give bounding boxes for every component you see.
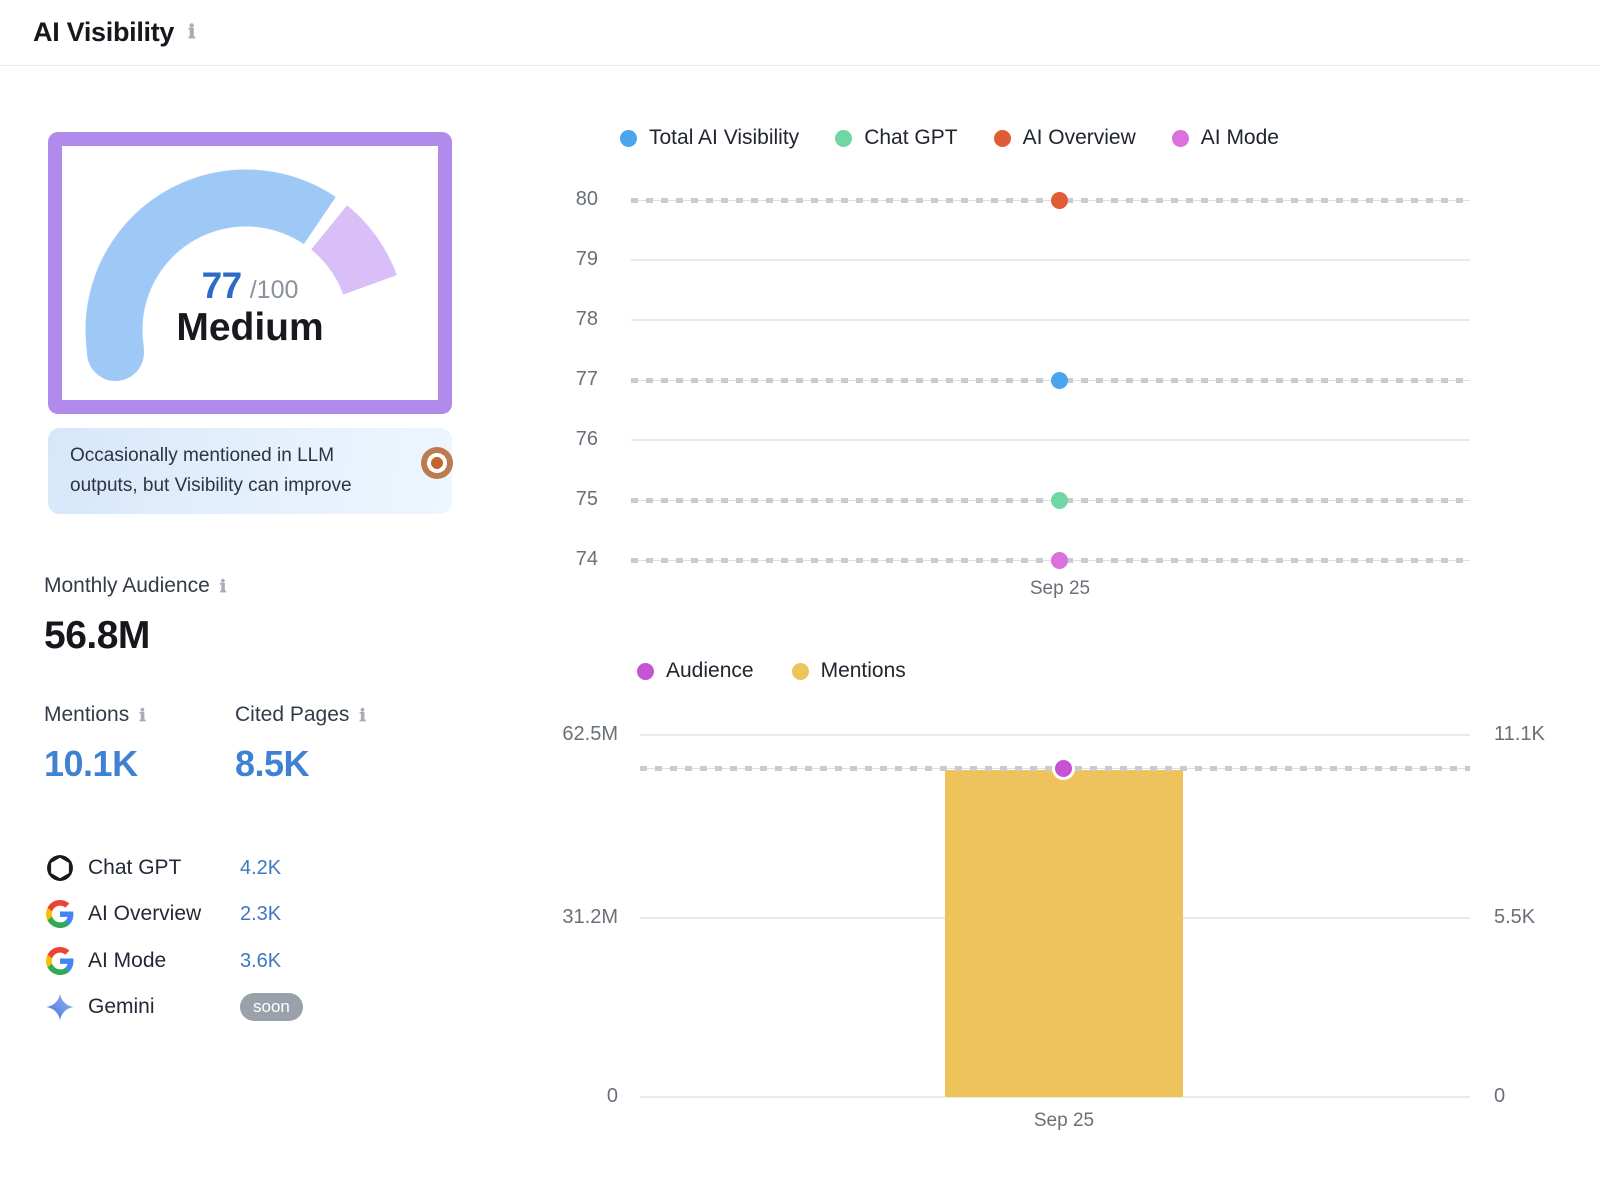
legend-item-ai-overview[interactable]: AI Overview [993, 126, 1136, 150]
right-tick-11-1k: 11.1K [1494, 723, 1545, 745]
legend-label: Audience [666, 659, 754, 682]
right-tick-5-5k: 5.5K [1494, 906, 1536, 928]
legend-item-audience[interactable]: Audience [637, 659, 754, 683]
monthly-audience-label-text: Monthly Audience [44, 574, 210, 597]
x-tick-sep25: Sep 25 [1033, 1110, 1095, 1131]
mentions-bar-sep25[interactable] [945, 770, 1183, 1097]
y-tick-77: 77 [575, 368, 598, 390]
mentions-label-text: Mentions [44, 703, 130, 726]
legend-item-total-ai-visibility[interactable]: Total AI Visibility [620, 126, 799, 150]
mentions-label: Mentions ℹ [44, 703, 146, 727]
cited-pages-label-text: Cited Pages [235, 703, 350, 726]
source-row-chatgpt[interactable]: Chat GPT 4.2K [45, 851, 325, 885]
y-tick-79: 79 [575, 248, 598, 270]
gridline-top [640, 734, 1470, 736]
mentions-value[interactable]: 10.1K [44, 743, 138, 784]
right-tick-0: 0 [1494, 1085, 1506, 1107]
legend-label: Total AI Visibility [649, 126, 800, 149]
source-value[interactable]: 3.6K [240, 949, 282, 972]
monthly-audience-label: Monthly Audience ℹ [44, 574, 226, 598]
soon-badge: soon [240, 993, 303, 1021]
source-row-gemini: Gemini soon [45, 990, 325, 1024]
cited-pages-value[interactable]: 8.5K [235, 743, 310, 784]
gridline-dashed-74 [631, 558, 1470, 563]
left-tick-62-5m: 62.5M [562, 723, 618, 745]
visibility-note: Occasionally mentioned in LLM outputs, b… [48, 428, 453, 514]
y-tick-78: 78 [575, 308, 598, 330]
legend-dot [637, 662, 654, 680]
monthly-audience-value: 56.8M [44, 614, 150, 657]
source-name: Gemini [88, 995, 155, 1018]
x-tick-sep25: Sep 25 [1029, 578, 1091, 599]
google-icon [45, 899, 75, 929]
gridline-dashed-77 [631, 378, 1470, 383]
legend-item-chat-gpt[interactable]: Chat GPT [835, 126, 958, 150]
legend-dot [620, 129, 637, 147]
page-title: AI Visibility [33, 17, 175, 47]
gauge-score-value: 77 [201, 265, 243, 306]
legend-item-mentions[interactable]: Mentions [791, 659, 906, 683]
gridline-76 [631, 439, 1470, 441]
widget-header: AI Visibility ℹ [0, 0, 1600, 66]
audience-chart-legend: Audience Mentions [637, 659, 906, 683]
gridline-dashed-75 [631, 498, 1470, 503]
info-icon[interactable]: ℹ [188, 22, 196, 43]
gauge-level-label: Medium [176, 306, 324, 349]
legend-item-ai-mode[interactable]: AI Mode [1171, 126, 1279, 150]
bullseye-icon [421, 447, 453, 479]
source-value[interactable]: 2.3K [240, 902, 282, 925]
google-icon [45, 946, 75, 976]
y-tick-76: 76 [575, 428, 598, 450]
datapoint-ai-overview-80[interactable] [1051, 192, 1068, 209]
legend-dot [791, 662, 809, 680]
y-tick-74: 74 [575, 548, 598, 570]
legend-label: Mentions [820, 659, 906, 682]
datapoint-ai-mode-74[interactable] [1051, 552, 1068, 569]
visibility-note-text: Occasionally mentioned in LLM outputs, b… [70, 445, 352, 496]
source-value[interactable]: 4.2K [240, 856, 282, 879]
info-icon[interactable]: ℹ [139, 705, 146, 725]
gridline-78 [631, 319, 1470, 321]
source-name: AI Overview [88, 902, 202, 925]
left-tick-0: 0 [606, 1085, 618, 1107]
gauge-score: 77/100 [62, 265, 438, 307]
gemini-icon [45, 992, 75, 1022]
gridline-79 [631, 259, 1470, 261]
gridline-zero [640, 1096, 1470, 1098]
info-icon[interactable]: ℹ [219, 576, 227, 596]
legend-label: AI Overview [1022, 126, 1136, 149]
y-tick-75: 75 [575, 488, 598, 510]
gauge-score-max: /100 [249, 276, 299, 304]
legend-label: AI Mode [1200, 126, 1279, 149]
visibility-chart-legend: Total AI Visibility Chat GPT AI Overview… [620, 126, 1279, 150]
legend-dot [1171, 129, 1189, 147]
gridline-dashed-80 [631, 198, 1470, 203]
info-icon[interactable]: ℹ [359, 705, 366, 725]
visibility-gauge-card: 77/100 Medium [48, 132, 452, 491]
legend-label: Chat GPT [864, 126, 958, 149]
left-tick-31-2m: 31.2M [562, 906, 618, 928]
gauge-arc-start-cap [87, 324, 144, 381]
cited-pages-label: Cited Pages ℹ [235, 703, 366, 727]
source-name: AI Mode [88, 949, 167, 972]
openai-icon [45, 853, 75, 883]
datapoint-total-ai-visibility-77[interactable] [1051, 372, 1068, 389]
legend-dot [993, 129, 1011, 147]
source-row-ai-overview[interactable]: AI Overview 2.3K [45, 897, 325, 931]
legend-dot [835, 129, 853, 147]
y-tick-80: 80 [575, 188, 598, 210]
source-name: Chat GPT [88, 856, 182, 879]
datapoint-chat-gpt-75[interactable] [1051, 492, 1068, 509]
source-row-ai-mode[interactable]: AI Mode 3.6K [45, 944, 325, 978]
datapoint-audience-sep25[interactable] [1052, 757, 1075, 780]
